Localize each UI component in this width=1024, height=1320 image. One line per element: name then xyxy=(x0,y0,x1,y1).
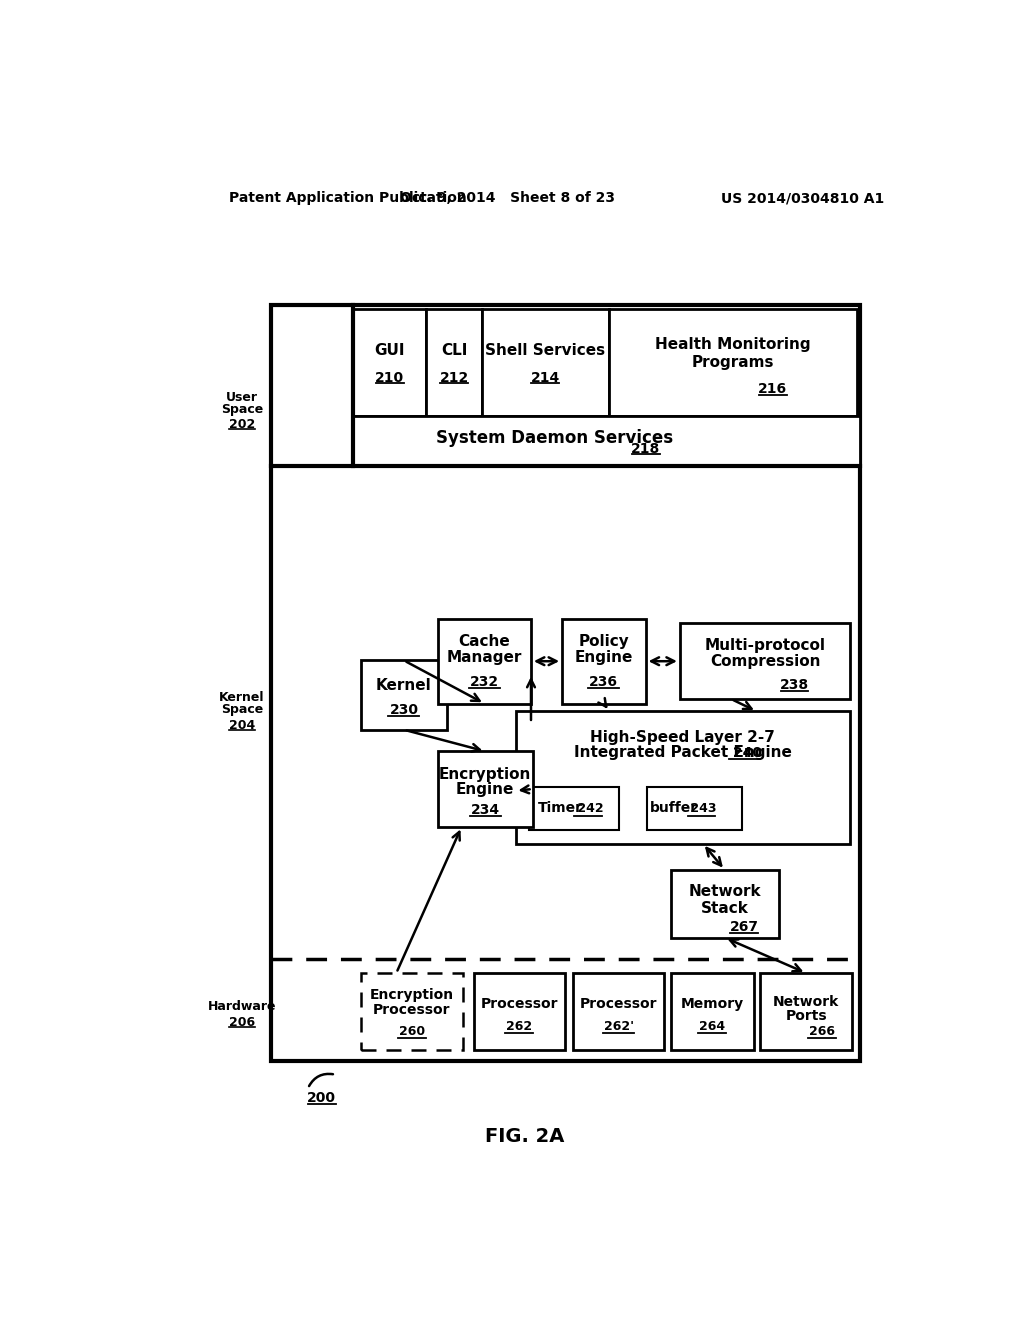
Text: Hardware: Hardware xyxy=(208,1001,276,1014)
Bar xyxy=(680,623,850,700)
Text: US 2014/0304810 A1: US 2014/0304810 A1 xyxy=(721,191,884,206)
Text: Space: Space xyxy=(221,403,263,416)
Text: Timer: Timer xyxy=(538,801,583,816)
Bar xyxy=(360,973,463,1051)
Text: FIG. 2A: FIG. 2A xyxy=(485,1127,564,1146)
Bar xyxy=(438,751,532,826)
Text: Manager: Manager xyxy=(446,649,522,665)
Text: Oct. 9, 2014   Sheet 8 of 23: Oct. 9, 2014 Sheet 8 of 23 xyxy=(400,191,615,206)
Text: Multi-protocol: Multi-protocol xyxy=(705,638,825,652)
Text: Cache: Cache xyxy=(459,635,510,649)
Text: 262': 262' xyxy=(603,1020,634,1034)
Text: Processor: Processor xyxy=(373,1003,451,1016)
Bar xyxy=(482,309,608,416)
Text: Policy: Policy xyxy=(579,635,629,649)
Text: Space: Space xyxy=(221,704,263,717)
Text: Programs: Programs xyxy=(691,355,774,370)
Bar xyxy=(352,309,426,416)
Bar xyxy=(647,788,741,830)
Text: buffer: buffer xyxy=(650,801,698,816)
Text: 243: 243 xyxy=(686,801,717,814)
Bar xyxy=(438,619,531,704)
Text: Network: Network xyxy=(688,884,761,899)
Text: 202: 202 xyxy=(228,418,255,432)
Bar xyxy=(608,309,856,416)
Bar xyxy=(671,973,755,1051)
Text: Engine: Engine xyxy=(574,649,633,665)
Text: 242: 242 xyxy=(573,801,604,814)
Text: 260: 260 xyxy=(398,1026,425,1038)
Text: Integrated Packet Engine: Integrated Packet Engine xyxy=(574,746,792,760)
Text: 204: 204 xyxy=(228,718,255,731)
Text: Processor: Processor xyxy=(580,997,657,1011)
Text: 234: 234 xyxy=(471,803,500,817)
Text: 216: 216 xyxy=(758,383,787,396)
Bar xyxy=(515,711,850,843)
Text: 266: 266 xyxy=(809,1026,835,1038)
Text: Encryption: Encryption xyxy=(439,767,531,781)
Text: Stack: Stack xyxy=(700,900,749,916)
Bar xyxy=(474,973,565,1051)
Text: 238: 238 xyxy=(780,678,809,692)
Text: 206: 206 xyxy=(228,1016,255,1028)
Bar xyxy=(761,973,852,1051)
Bar xyxy=(271,305,860,1061)
Text: CLI: CLI xyxy=(441,343,468,359)
Text: 230: 230 xyxy=(389,702,419,717)
Text: Health Monitoring: Health Monitoring xyxy=(654,337,810,352)
Bar xyxy=(572,973,665,1051)
Text: 200: 200 xyxy=(307,1090,336,1105)
Text: System Daemon Services: System Daemon Services xyxy=(435,429,673,446)
Text: 218: 218 xyxy=(631,442,660,457)
Text: 262: 262 xyxy=(506,1020,532,1034)
Text: Ports: Ports xyxy=(785,1010,827,1023)
Text: Encryption: Encryption xyxy=(370,987,454,1002)
Text: 212: 212 xyxy=(439,371,469,385)
Bar xyxy=(529,788,618,830)
Text: 264: 264 xyxy=(699,1020,725,1034)
Text: Memory: Memory xyxy=(681,997,743,1011)
Bar xyxy=(352,416,860,466)
Text: Shell Services: Shell Services xyxy=(485,343,605,359)
Text: User: User xyxy=(226,391,258,404)
Text: 210: 210 xyxy=(375,371,404,385)
Text: 214: 214 xyxy=(530,371,560,385)
Text: Compression: Compression xyxy=(710,655,820,669)
Text: Kernel: Kernel xyxy=(376,677,432,693)
Bar xyxy=(360,660,447,730)
Text: 267: 267 xyxy=(730,920,759,933)
Text: 236: 236 xyxy=(590,675,618,689)
Bar xyxy=(562,619,646,704)
Text: Network: Network xyxy=(773,995,840,1010)
Text: Patent Application Publication: Patent Application Publication xyxy=(228,191,467,206)
Text: 232: 232 xyxy=(470,675,499,689)
Text: Engine: Engine xyxy=(456,783,514,797)
Bar xyxy=(671,870,779,937)
Bar xyxy=(426,309,482,416)
Text: High-Speed Layer 2-7: High-Speed Layer 2-7 xyxy=(591,730,775,744)
Text: 240: 240 xyxy=(728,746,762,760)
Text: GUI: GUI xyxy=(375,343,404,359)
Text: Kernel: Kernel xyxy=(219,690,264,704)
Text: Processor: Processor xyxy=(480,997,558,1011)
